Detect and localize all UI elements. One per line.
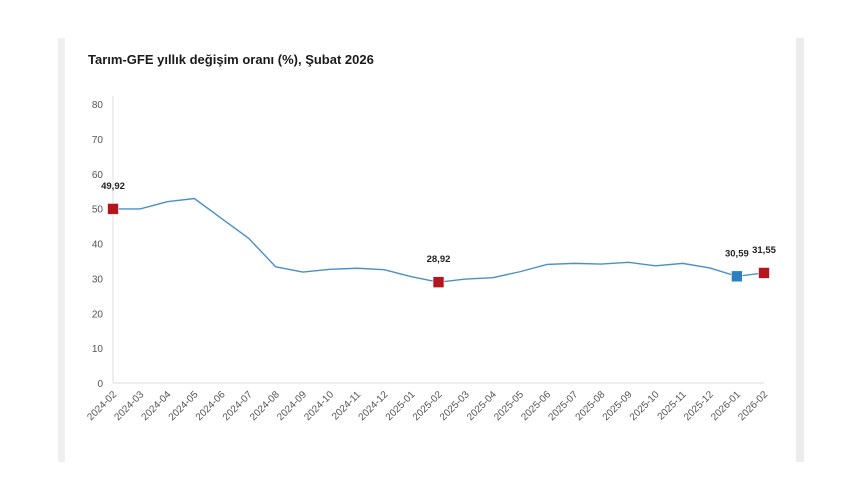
y-tick-label: 50 (92, 205, 104, 216)
y-tick-label: 10 (92, 344, 104, 355)
data-point-marker (107, 203, 119, 215)
y-tick-label: 0 (97, 379, 103, 390)
data-label: 31,55 (752, 245, 776, 256)
data-label: 49,92 (101, 181, 125, 192)
data-label: 30,59 (725, 248, 749, 259)
x-tick-label: 2024-10 (302, 389, 336, 423)
y-tick-label: 40 (92, 240, 104, 251)
left-border (58, 38, 65, 462)
data-label: 28,92 (427, 254, 451, 265)
right-scrollbar (796, 38, 804, 462)
data-point-marker (758, 267, 770, 279)
y-tick-label: 30 (92, 274, 104, 285)
y-tick-label: 70 (92, 135, 104, 146)
y-tick-label: 80 (92, 100, 104, 111)
data-point-marker (731, 270, 743, 283)
y-tick-label: 20 (92, 309, 104, 320)
series-line (112, 197, 765, 283)
chart-title: Tarım-GFE yıllık değişim oranı (%), Şuba… (88, 52, 374, 67)
x-tick-label: 2026-02 (736, 389, 770, 423)
y-tick-label: 60 (92, 170, 104, 181)
x-tick-label: 2025-10 (628, 389, 662, 423)
data-point-marker (432, 276, 445, 288)
